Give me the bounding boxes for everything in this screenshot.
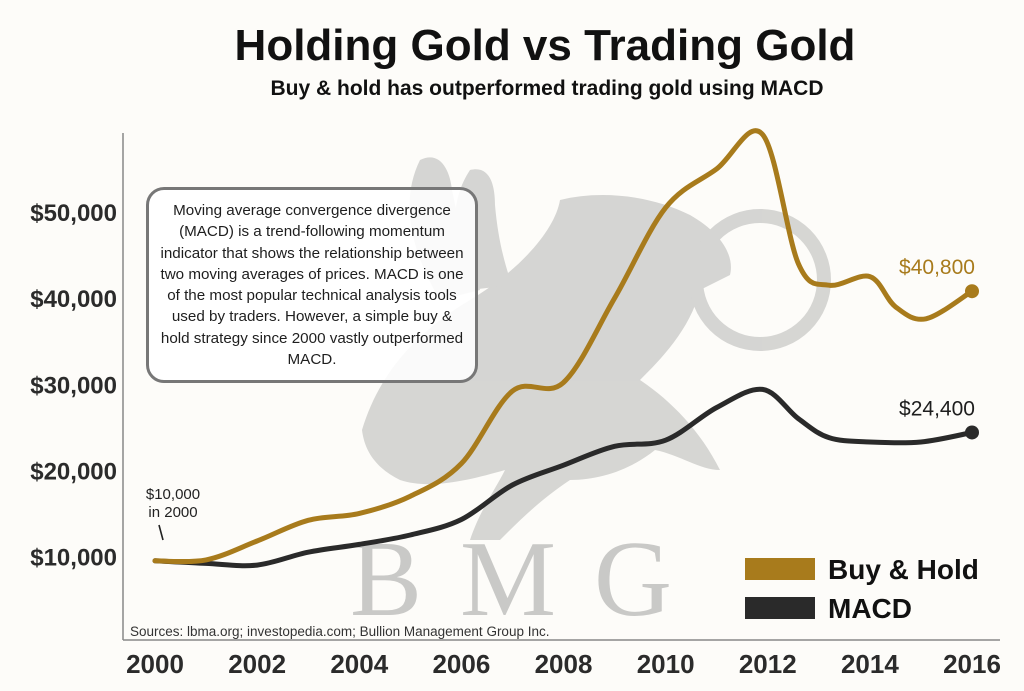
start-note-pointer — [158, 524, 164, 541]
start-note-line2: in 2000 — [148, 504, 197, 521]
legend-label-macd: MACD — [828, 593, 912, 624]
start-note-line1: $10,000 — [146, 486, 200, 503]
x-tick-label: 2006 — [432, 649, 490, 679]
y-tick-label: $20,000 — [30, 458, 117, 485]
x-tick-label: 2014 — [841, 649, 899, 679]
y-tick-label: $50,000 — [30, 200, 117, 227]
series-line-macd — [152, 386, 975, 569]
end-value-label: $40,800 — [899, 256, 975, 279]
legend: Buy & Hold MACD — [745, 554, 979, 624]
legend-swatch-macd — [745, 597, 815, 619]
x-tick-labels: 2000 2002 2004 2006 2008 2010 2012 2014 2016 — [126, 649, 1001, 679]
end-value-label: $24,400 — [899, 397, 975, 420]
y-tick-labels: $10,000 $20,000 $30,000 $40,000 $50,000 — [30, 200, 117, 572]
series-line-buy-hold — [152, 128, 975, 565]
end-point-marker — [965, 425, 979, 440]
legend-swatch-buy-hold — [745, 558, 815, 580]
chart-subtitle: Buy & hold has outperformed trading gold… — [271, 77, 824, 100]
series-lines — [152, 128, 975, 569]
x-tick-label: 2012 — [739, 649, 797, 679]
source-note: Sources: lbma.org; investopedia.com; Bul… — [130, 624, 549, 639]
x-tick-label: 2000 — [126, 649, 184, 679]
chart-title: Holding Gold vs Trading Gold — [235, 21, 856, 70]
x-tick-label: 2010 — [637, 649, 695, 679]
x-tick-label: 2016 — [943, 649, 1001, 679]
end-markers: $24,400 $40,800 — [899, 256, 979, 440]
legend-label-buy-hold: Buy & Hold — [828, 554, 979, 585]
y-tick-label: $10,000 — [30, 545, 117, 572]
watermark-text: BMG — [350, 520, 710, 639]
x-tick-label: 2002 — [228, 649, 286, 679]
annotation-text: Moving average convergence divergence (M… — [160, 202, 464, 369]
annotation-box: Moving average convergence divergence (M… — [146, 187, 478, 383]
y-tick-label: $40,000 — [30, 286, 117, 313]
y-tick-label: $30,000 — [30, 372, 117, 399]
end-point-marker — [965, 284, 979, 299]
x-tick-label: 2008 — [535, 649, 593, 679]
x-tick-label: 2004 — [330, 649, 388, 679]
